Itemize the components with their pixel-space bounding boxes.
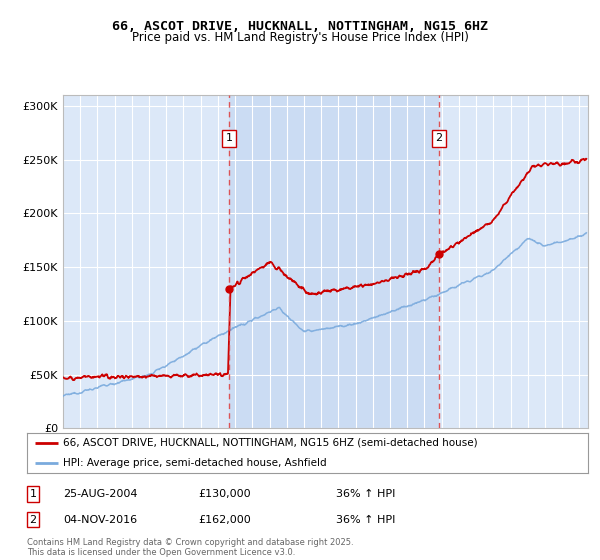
Text: Contains HM Land Registry data © Crown copyright and database right 2025.
This d: Contains HM Land Registry data © Crown c… <box>27 538 353 557</box>
Text: 1: 1 <box>29 489 37 499</box>
Text: 66, ASCOT DRIVE, HUCKNALL, NOTTINGHAM, NG15 6HZ (semi-detached house): 66, ASCOT DRIVE, HUCKNALL, NOTTINGHAM, N… <box>64 438 478 448</box>
Text: £162,000: £162,000 <box>198 515 251 525</box>
Text: HPI: Average price, semi-detached house, Ashfield: HPI: Average price, semi-detached house,… <box>64 458 327 468</box>
Text: 36% ↑ HPI: 36% ↑ HPI <box>336 515 395 525</box>
Text: 04-NOV-2016: 04-NOV-2016 <box>63 515 137 525</box>
Text: 66, ASCOT DRIVE, HUCKNALL, NOTTINGHAM, NG15 6HZ: 66, ASCOT DRIVE, HUCKNALL, NOTTINGHAM, N… <box>112 20 488 32</box>
Bar <box>229 95 439 428</box>
Text: Price paid vs. HM Land Registry's House Price Index (HPI): Price paid vs. HM Land Registry's House … <box>131 31 469 44</box>
Text: 2: 2 <box>29 515 37 525</box>
Text: 25-AUG-2004: 25-AUG-2004 <box>63 489 137 499</box>
Text: 1: 1 <box>226 133 233 143</box>
Text: 36% ↑ HPI: 36% ↑ HPI <box>336 489 395 499</box>
Text: 2: 2 <box>436 133 442 143</box>
Text: £130,000: £130,000 <box>198 489 251 499</box>
